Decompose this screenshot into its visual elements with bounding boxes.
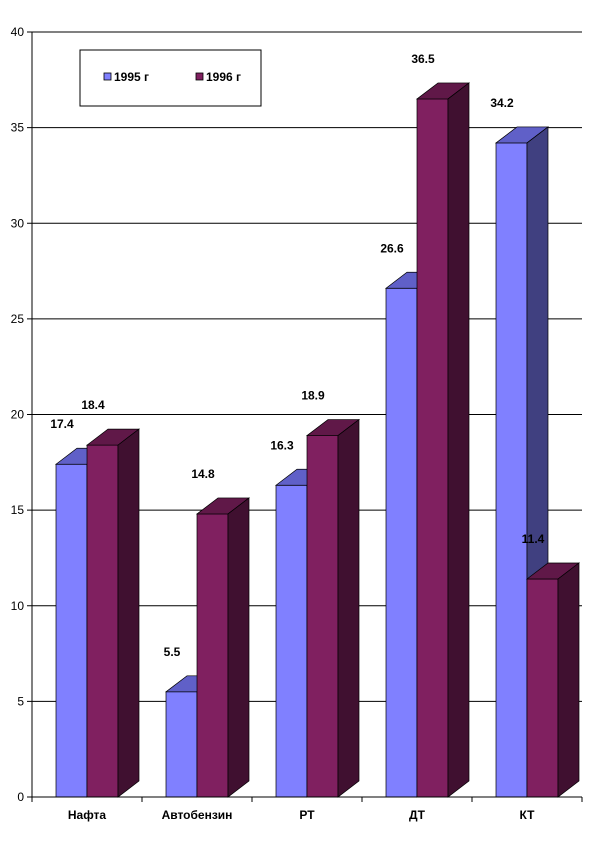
data-label: 34.2 bbox=[490, 96, 514, 110]
legend-label-1995: 1995 г bbox=[114, 70, 149, 84]
data-label: 5.5 bbox=[164, 645, 181, 659]
legend-swatch-1996 bbox=[195, 72, 204, 81]
x-tick-label: ДТ bbox=[409, 808, 426, 822]
data-label: 16.3 bbox=[270, 438, 294, 452]
legend: 1995 г 1996 г bbox=[79, 49, 262, 107]
x-tick-label: Автобензин bbox=[162, 808, 233, 822]
bar-front bbox=[196, 513, 229, 798]
y-tick-label: 5 bbox=[17, 694, 24, 708]
y-tick-label: 30 bbox=[11, 216, 25, 230]
bar-side bbox=[557, 562, 580, 798]
bar-front bbox=[526, 578, 559, 798]
x-tick-label: Нафта bbox=[68, 808, 107, 822]
bar-front bbox=[306, 435, 339, 798]
bars bbox=[54, 82, 581, 798]
data-label: 36.5 bbox=[411, 52, 435, 66]
bar-side bbox=[227, 497, 250, 798]
bar-front bbox=[55, 463, 88, 798]
bar-front bbox=[416, 98, 449, 798]
bar-side bbox=[447, 82, 470, 798]
y-tick-label: 40 bbox=[11, 25, 25, 39]
legend-swatch-1995 bbox=[103, 72, 112, 81]
data-label: 18.9 bbox=[301, 389, 325, 403]
data-label: 17.4 bbox=[50, 417, 74, 431]
y-tick-label: 35 bbox=[11, 121, 25, 135]
x-tick-label: КТ bbox=[520, 808, 536, 822]
data-label: 26.6 bbox=[380, 241, 404, 255]
bar-front bbox=[385, 287, 418, 798]
y-axis: 0 5 10 15 20 25 30 35 40 bbox=[11, 25, 33, 804]
data-label: 18.4 bbox=[81, 398, 105, 412]
y-tick-label: 20 bbox=[11, 408, 25, 422]
bar-side bbox=[117, 428, 140, 798]
bar-front bbox=[495, 142, 528, 798]
bar-front bbox=[86, 444, 119, 798]
y-tick-label: 0 bbox=[17, 790, 24, 804]
y-tick-label: 10 bbox=[11, 599, 25, 613]
bar-front bbox=[275, 484, 308, 798]
bar-front bbox=[165, 691, 198, 798]
bar-side bbox=[337, 418, 360, 798]
data-labels: 17.4 18.4 5.5 14.8 16.3 18.9 26.6 36.5 34.2 11.4 bbox=[50, 52, 544, 659]
data-label: 14.8 bbox=[191, 467, 215, 481]
y-tick-label: 15 bbox=[11, 503, 25, 517]
legend-label-1996: 1996 г bbox=[206, 70, 241, 84]
y-tick-label: 25 bbox=[11, 312, 25, 326]
data-label: 11.4 bbox=[522, 532, 545, 546]
x-axis: Нафта Автобензин РТ ДТ КТ bbox=[31, 796, 583, 822]
x-tick-label: РТ bbox=[299, 808, 315, 822]
